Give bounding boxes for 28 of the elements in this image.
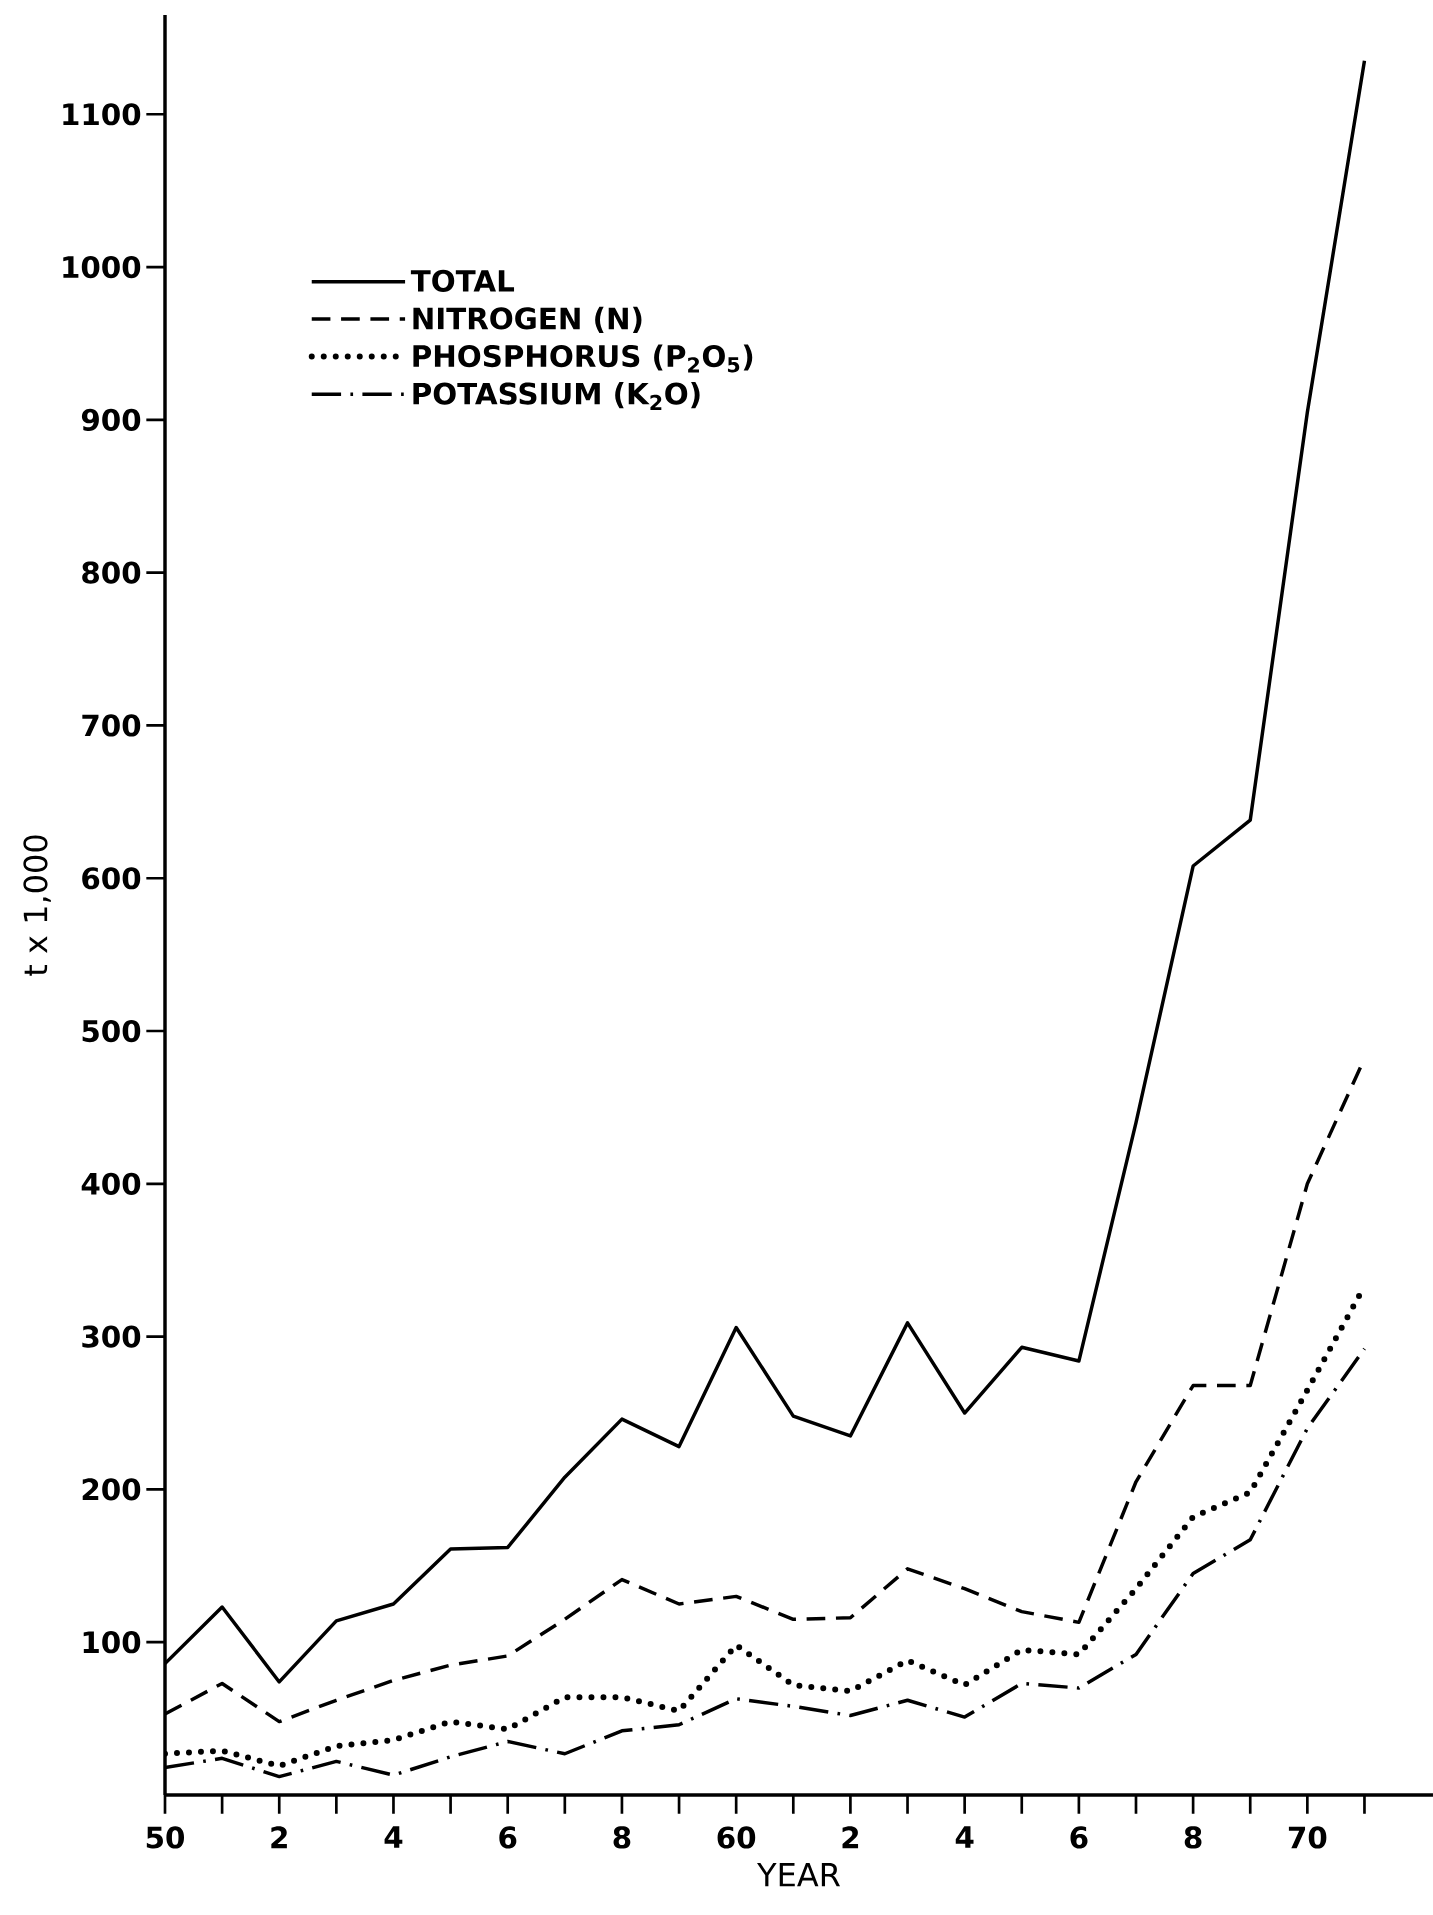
y-tick-label: 500 [82,1019,141,1043]
y-tick-label: 800 [82,561,141,584]
y-tick-label: 1000 [63,255,141,279]
y-tick-label: 400 [81,1172,141,1195]
y-tick-label: 300 [82,1325,141,1348]
x-tick-label: 8 [613,1826,631,1849]
y-tick-label: 700 [82,714,141,737]
x-tick-label: 4 [384,1826,403,1848]
y-axis-title: t x 1,000 [23,835,51,976]
y-tick-label: 200 [82,1478,141,1501]
y-tick-label: 100 [83,1631,141,1654]
x-tick-label: 50 [146,1826,185,1849]
legend-label: NITROGEN (N) [413,306,642,333]
y-tick-label: 600 [82,867,141,890]
y-tick-label: 900 [81,408,141,431]
x-tick-label: 70 [1288,1826,1327,1849]
legend-label: POTASSIUM (K$_{2}$O) [413,382,700,411]
legend-label: PHOSPHORUS (P$_{2}$O$_{5}$) [413,344,753,373]
x-tick-label: 60 [717,1826,756,1849]
x-tick-label: 8 [1184,1826,1202,1849]
x-axis-title: YEAR [757,1863,841,1887]
x-tick-label: 6 [1070,1826,1088,1849]
x-tick-label: 2 [271,1826,287,1849]
y-tick-label: 1100 [63,103,141,126]
x-tick-label: 6 [499,1826,517,1849]
x-tick-label: 4 [955,1826,974,1848]
legend-label: TOTAL [410,269,515,292]
x-tick-label: 2 [842,1826,859,1849]
